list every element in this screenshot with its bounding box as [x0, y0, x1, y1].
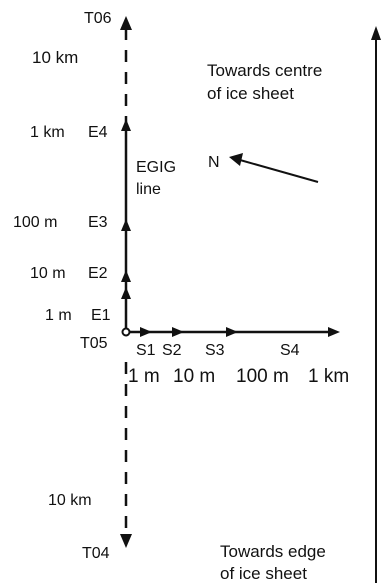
- e2-arrowhead: [121, 270, 131, 282]
- distance-north-10m: 10 m: [30, 265, 66, 282]
- label-t06: T06: [84, 10, 112, 27]
- label-e1: E1: [91, 307, 111, 324]
- towards-edge-line1: Towards edge: [220, 542, 326, 561]
- s1-arrowhead: [140, 327, 152, 337]
- e1-arrowhead: [121, 287, 131, 299]
- towards-centre-line1: Towards centre: [207, 61, 322, 80]
- distance-north-1km: 1 km: [30, 124, 65, 141]
- distance-south-10km: 10 km: [48, 492, 92, 509]
- distance-north-100m: 100 m: [13, 214, 57, 231]
- north-arrow-line: [239, 159, 319, 183]
- label-e4: E4: [88, 124, 108, 141]
- label-s2: S2: [162, 342, 182, 359]
- t05-origin-marker: [121, 327, 131, 337]
- label-t04: T04: [82, 545, 110, 562]
- t06-arrowhead: [120, 16, 132, 30]
- e4-arrowhead: [121, 119, 131, 131]
- distance-east-1m: 1 m: [128, 366, 160, 387]
- towards-centre-line2: of ice sheet: [207, 84, 294, 103]
- north-arrow-head: [229, 153, 243, 166]
- s3-arrowhead: [226, 327, 238, 337]
- egig-label-line2: line: [136, 181, 161, 198]
- distance-east-100m: 100 m: [236, 366, 289, 387]
- label-t05: T05: [80, 335, 108, 352]
- distance-east-10m: 10 m: [173, 366, 215, 387]
- label-s4: S4: [280, 342, 300, 359]
- e3-arrowhead: [121, 219, 131, 231]
- ice-sheet-direction-arrowhead: [371, 26, 381, 40]
- t04-arrowhead: [120, 534, 132, 548]
- s4-arrowhead: [328, 327, 340, 337]
- label-e3: E3: [88, 214, 108, 231]
- label-e2: E2: [88, 265, 108, 282]
- s2-arrowhead: [172, 327, 184, 337]
- distance-east-1km: 1 km: [308, 366, 349, 387]
- label-s3: S3: [205, 342, 225, 359]
- egig-label-line1: EGIG: [136, 159, 176, 176]
- towards-edge-line2: of ice sheet: [220, 564, 307, 583]
- north-label: N: [208, 154, 220, 171]
- distance-north-1m: 1 m: [45, 307, 72, 324]
- label-s1: S1: [136, 342, 156, 359]
- distance-north-10km: 10 km: [32, 48, 78, 67]
